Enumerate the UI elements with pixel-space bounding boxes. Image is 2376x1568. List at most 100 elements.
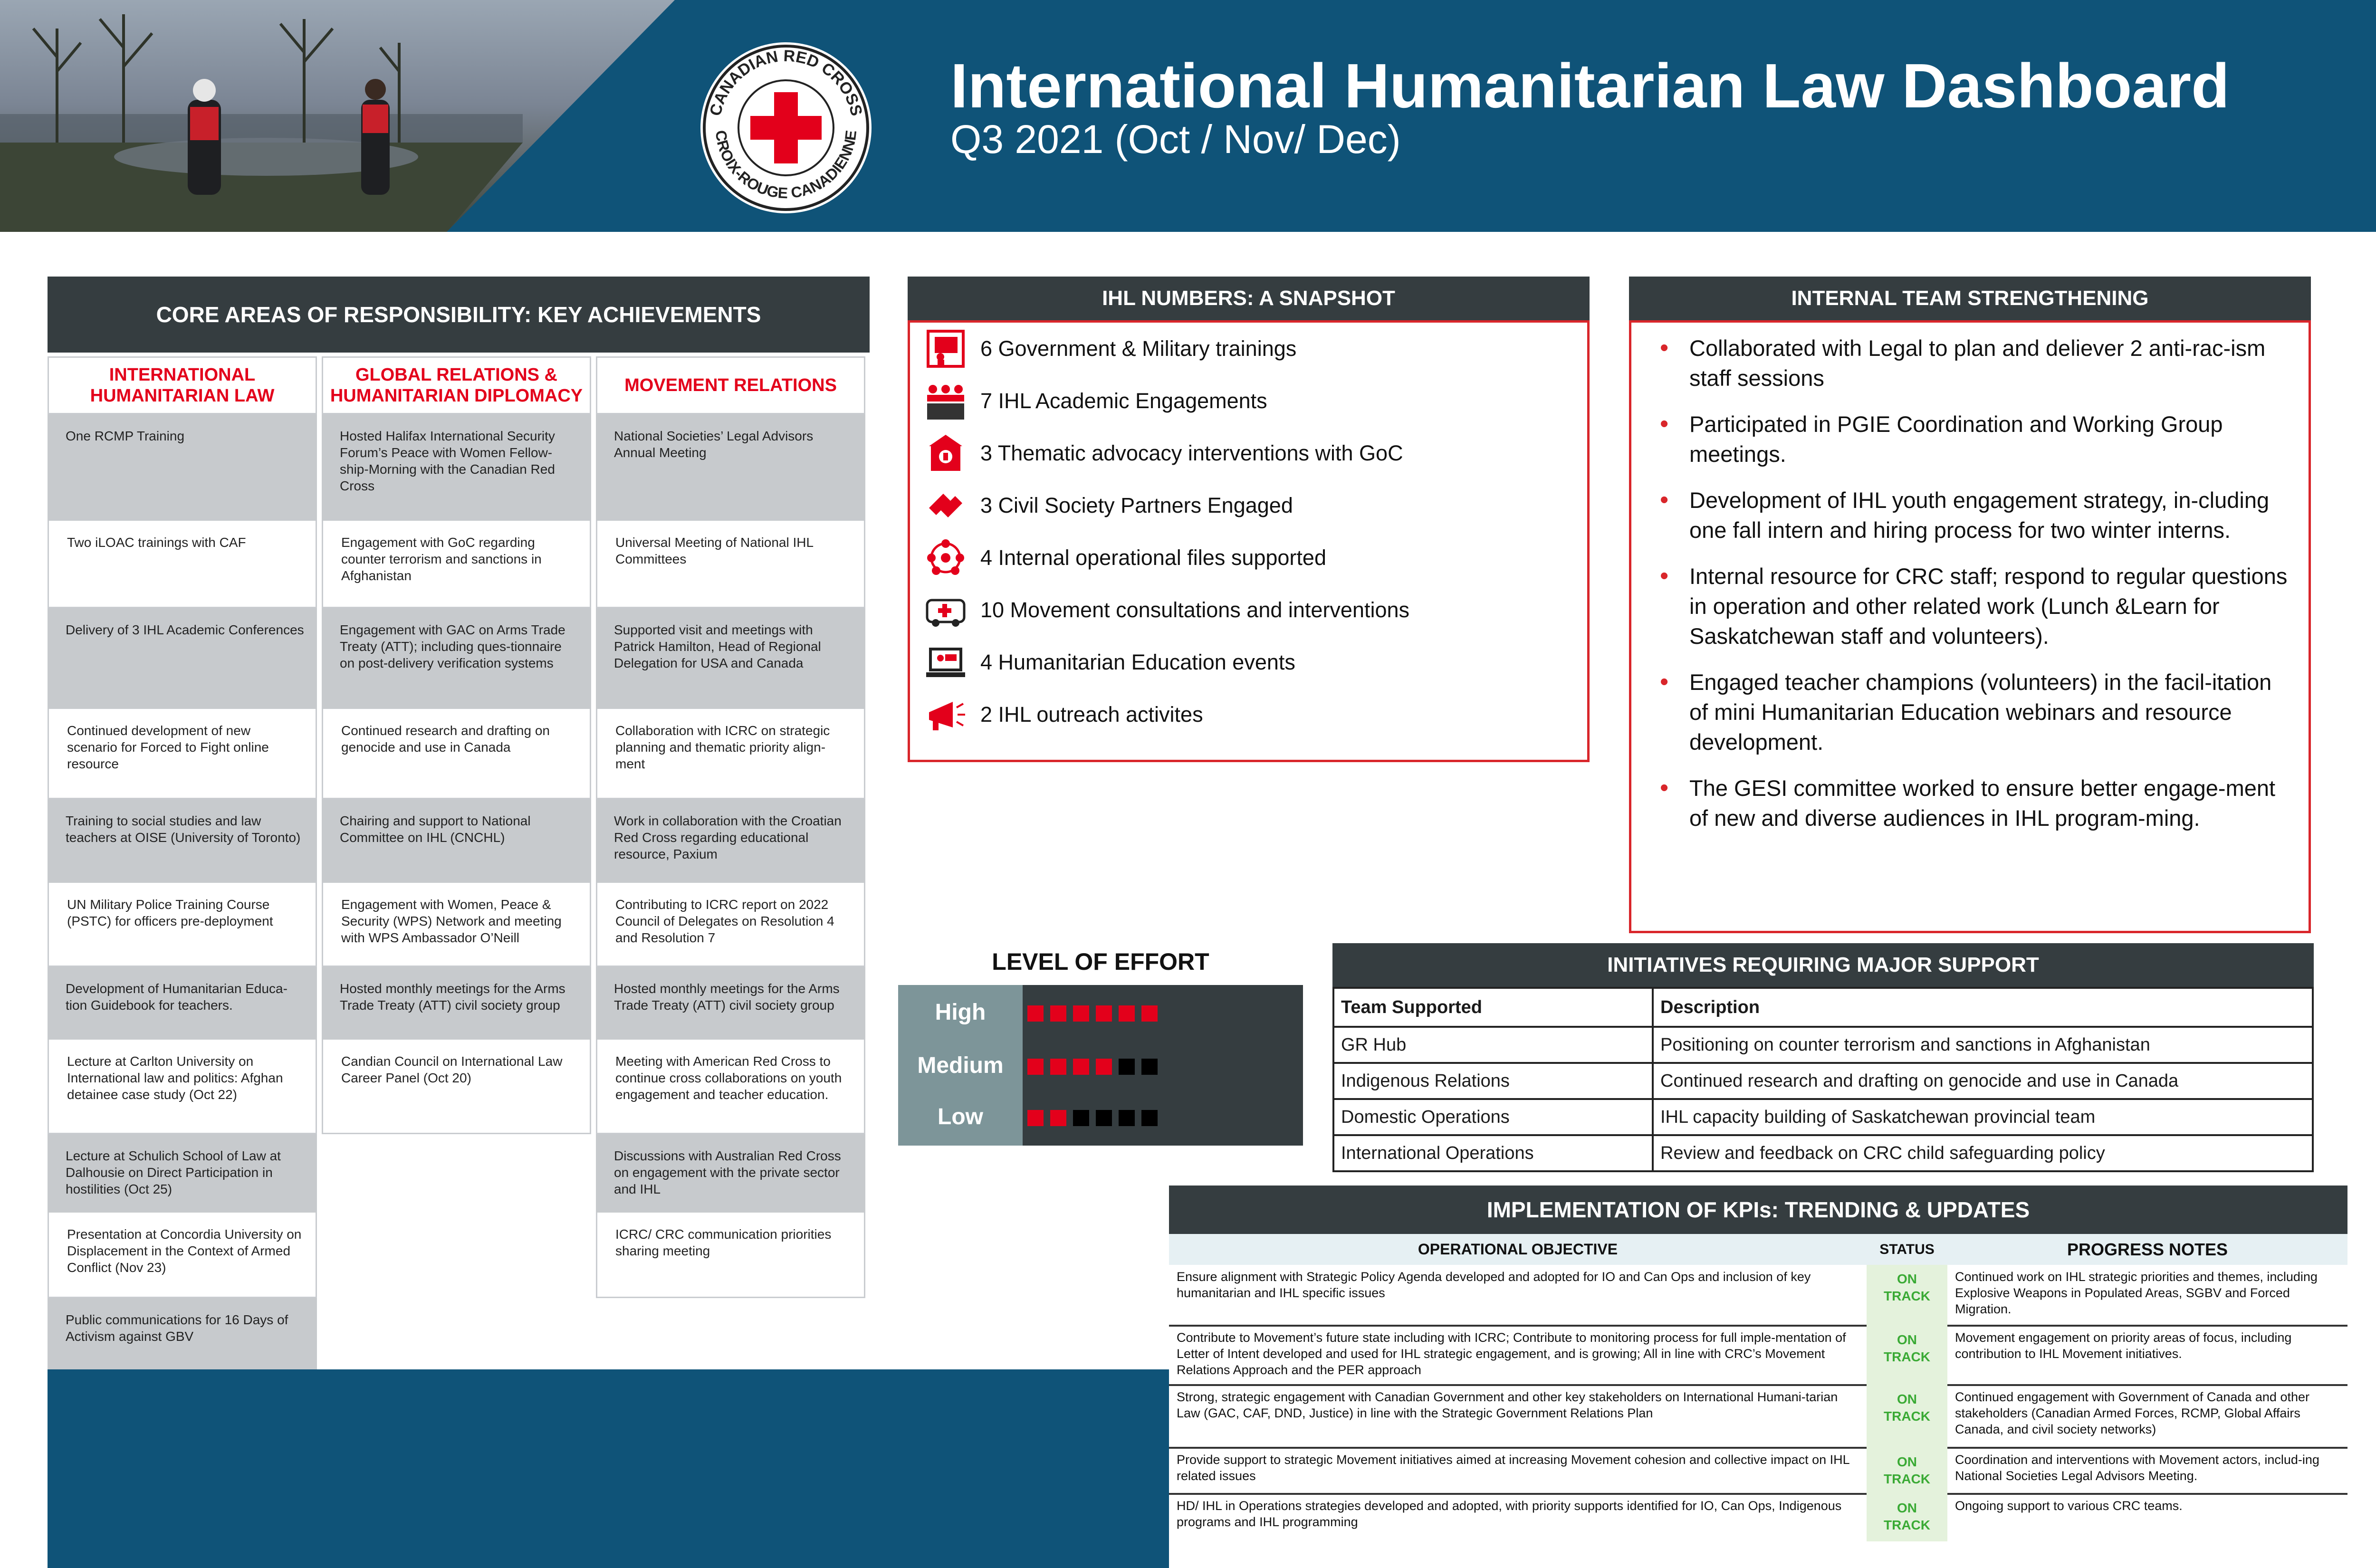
partners-hands-icon bbox=[929, 494, 962, 517]
ihl-numbers-panel: 6 Government & Military trainings 7 IHL A… bbox=[908, 320, 1590, 762]
ihl-number-text: 3 Thematic advocacy interventions with G… bbox=[980, 441, 1403, 465]
core-item: Work in collaboration with the Croatian … bbox=[596, 799, 865, 883]
kpi-objective: Strong, strategic engagement with Canadi… bbox=[1177, 1390, 1838, 1420]
effort-filled-square bbox=[1119, 1005, 1135, 1022]
effort-empty-square bbox=[1096, 1110, 1112, 1126]
kpi-status-badge: ON TRACK bbox=[1867, 1385, 1947, 1448]
page-title: International Humanitarian Law Dashboard bbox=[950, 51, 2230, 121]
initiative-description: Continued research and drafting on genoc… bbox=[1652, 1062, 2314, 1100]
core-item: Lecture at Carlton University on Interna… bbox=[48, 1040, 317, 1134]
kpi-divider bbox=[1947, 1447, 2347, 1449]
ihl-number-text: 7 IHL Academic Engagements bbox=[980, 389, 1267, 413]
core-column: INTERNATIONAL HUMANITARIAN LAW One RCMP T… bbox=[48, 356, 317, 1369]
kpi-status-badge: ON TRACK bbox=[1867, 1265, 1947, 1326]
team-item: Development of IHL youth engagement stra… bbox=[1660, 485, 2292, 545]
effort-level-label: Medium bbox=[917, 1053, 1004, 1078]
core-item: Hosted Halifax International Security Fo… bbox=[322, 414, 591, 521]
ihl-number-row: 3 Thematic advocacy interventions with G… bbox=[924, 432, 1403, 475]
initiatives-header-team: Team Supported bbox=[1332, 987, 1654, 1028]
core-item: Continued research and drafting on genoc… bbox=[322, 709, 591, 799]
core-item: Collaboration with ICRC on strategic pla… bbox=[596, 709, 865, 799]
kpi-notes: Continued work on IHL strategic prioriti… bbox=[1955, 1270, 2318, 1316]
internal-team-panel: Collaborated with Legal to plan and deli… bbox=[1629, 320, 2311, 933]
core-item: Training to social studies and law teach… bbox=[48, 799, 317, 883]
effort-filled-square bbox=[1027, 1005, 1044, 1022]
ihl-number-row: 7 IHL Academic Engagements bbox=[924, 380, 1267, 422]
ihl-number-text: 6 Government & Military trainings bbox=[980, 336, 1297, 361]
effort-empty-square bbox=[1141, 1059, 1158, 1075]
team-item: Engaged teacher champions (volunteers) i… bbox=[1660, 667, 2292, 757]
ihl-number-row: 3 Civil Society Partners Engaged bbox=[924, 484, 1293, 527]
team-item: Collaborated with Legal to plan and deli… bbox=[1660, 333, 2292, 393]
initiative-team: Domestic Operations bbox=[1332, 1098, 1654, 1136]
core-column-heading: GLOBAL RELATIONS & HUMANITARIAN DIPLOMAC… bbox=[322, 356, 591, 414]
effort-filled-square bbox=[1073, 1059, 1089, 1075]
core-item: Candian Council on International Law Car… bbox=[322, 1040, 591, 1134]
kpi-notes: Ongoing support to various CRC teams. bbox=[1955, 1499, 2183, 1513]
effort-filled-square bbox=[1096, 1059, 1112, 1075]
kpi-row: HD/ IHL in Operations strategies develop… bbox=[1169, 1494, 2347, 1541]
initiatives-table: Team Supported Description GR Hub Positio… bbox=[1332, 987, 2314, 1172]
initiative-team: GR Hub bbox=[1332, 1026, 1654, 1064]
core-item: Contributing to ICRC report on 2022 Coun… bbox=[596, 883, 865, 967]
core-column-heading: MOVEMENT RELATIONS bbox=[596, 356, 865, 414]
kpi-notes: Continued engagement with Government of … bbox=[1955, 1390, 2309, 1436]
megaphone-icon bbox=[929, 702, 965, 730]
initiative-description: Positioning on counter terrorism and san… bbox=[1652, 1026, 2314, 1064]
red-cross-logo: CANADIAN RED CROSS CROIX-ROUGE CANADIENN… bbox=[700, 42, 872, 213]
core-item: Hosted monthly meetings for the Arms Tra… bbox=[322, 967, 591, 1040]
ihl-number-row: 4 Humanitarian Education events bbox=[924, 641, 1295, 684]
effort-filled-square bbox=[1073, 1005, 1089, 1022]
kpi-title: IMPLEMENTATION OF KPIs: TRENDING & UPDAT… bbox=[1169, 1186, 2347, 1234]
bottom-band bbox=[48, 1369, 1169, 1568]
core-item: Delivery of 3 IHL Academic Conferences bbox=[48, 608, 317, 709]
ihl-numbers-title: IHL NUMBERS: A SNAPSHOT bbox=[908, 277, 1590, 320]
core-item: Discussions with Australian Red Cross on… bbox=[596, 1134, 865, 1213]
initiative-team: International Operations bbox=[1332, 1134, 1654, 1172]
page-subtitle: Q3 2021 (Oct / Nov/ Dec) bbox=[950, 117, 1401, 162]
initiatives-header-row: Team Supported Description bbox=[1332, 987, 2314, 1028]
initiatives-row: Indigenous Relations Continued research a… bbox=[1332, 1062, 2314, 1100]
effort-empty-square bbox=[1073, 1110, 1089, 1126]
kpi-notes: Movement engagement on priority areas of… bbox=[1955, 1330, 2292, 1361]
effort-level-label: High bbox=[935, 1000, 986, 1025]
ihl-number-text: 4 Humanitarian Education events bbox=[980, 650, 1295, 674]
kpi-divider bbox=[1947, 1325, 2347, 1327]
ihl-number-row: 2 IHL outreach activites bbox=[924, 693, 1203, 736]
initiative-description: Review and feedback on CRC child safegua… bbox=[1652, 1134, 2314, 1172]
ihl-number-text: 2 IHL outreach activites bbox=[980, 702, 1203, 727]
initiatives-row: Domestic Operations IHL capacity building… bbox=[1332, 1098, 2314, 1136]
ambulance-icon bbox=[926, 599, 966, 627]
header-photo bbox=[0, 0, 675, 232]
team-item: Participated in PGIE Coordination and Wo… bbox=[1660, 409, 2292, 469]
initiatives-row: GR Hub Positioning on counter terrorism a… bbox=[1332, 1026, 2314, 1064]
effort-filled-square bbox=[1141, 1005, 1158, 1022]
effort-level-label: Low bbox=[938, 1104, 983, 1129]
kpi-objective: Contribute to Movement’s future state in… bbox=[1177, 1330, 1846, 1377]
kpi-objective: HD/ IHL in Operations strategies develop… bbox=[1177, 1499, 1842, 1529]
effort-empty-square bbox=[1141, 1110, 1158, 1126]
core-item: Supported visit and meetings with Patric… bbox=[596, 608, 865, 709]
ihl-number-text: 10 Movement consultations and interventi… bbox=[980, 598, 1410, 622]
ihl-number-text: 4 Internal operational files supported bbox=[980, 545, 1326, 570]
effort-filled-square bbox=[1050, 1110, 1066, 1126]
ihl-number-row: 4 Internal operational files supported bbox=[924, 536, 1326, 579]
core-column: GLOBAL RELATIONS & HUMANITARIAN DIPLOMAC… bbox=[322, 356, 591, 1134]
core-item: Continued development of new scenario fo… bbox=[48, 709, 317, 799]
kpi-row: Contribute to Movement’s future state in… bbox=[1169, 1326, 2347, 1386]
core-item: ICRC/ CRC communication priorities shari… bbox=[596, 1213, 865, 1298]
core-item: One RCMP Training bbox=[48, 414, 317, 521]
government-building-icon bbox=[929, 435, 962, 471]
core-item: Development of Humanitarian Educa-tion G… bbox=[48, 967, 317, 1040]
ihl-number-text: 3 Civil Society Partners Engaged bbox=[980, 493, 1293, 517]
core-item: Meeting with American Red Cross to conti… bbox=[596, 1040, 865, 1134]
core-item: Engagement with GAC on Arms Trade Treaty… bbox=[322, 608, 591, 709]
team-item: The GESI committee worked to ensure bett… bbox=[1660, 773, 2292, 833]
core-item: UN Military Police Training Course (PSTC… bbox=[48, 883, 317, 967]
kpi-divider bbox=[1169, 1325, 1867, 1327]
core-item: Universal Meeting of National IHL Commit… bbox=[596, 521, 865, 608]
level-of-effort-labels: High Medium Low bbox=[898, 985, 1023, 1146]
team-item: Internal resource for CRC staff; respond… bbox=[1660, 561, 2292, 651]
ihl-number-row: 10 Movement consultations and interventi… bbox=[924, 589, 1409, 631]
initiatives-header-description: Description bbox=[1652, 987, 2314, 1028]
